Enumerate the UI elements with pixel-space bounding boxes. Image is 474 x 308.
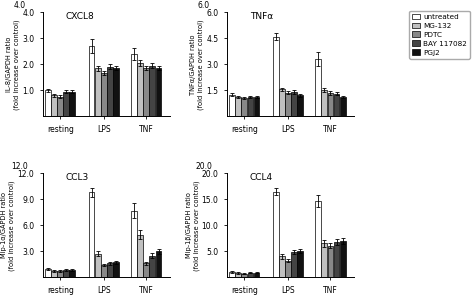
Text: TNFα: TNFα (250, 12, 273, 21)
Bar (334, 94, 339, 116)
Text: CXCL8: CXCL8 (65, 12, 94, 21)
Bar (321, 243, 327, 277)
Bar (89, 192, 94, 277)
Y-axis label: Mip-1α/GAPDH ratio
(fold increase over control): Mip-1α/GAPDH ratio (fold increase over c… (1, 180, 16, 270)
Text: CCL3: CCL3 (65, 173, 89, 182)
Text: 6.0: 6.0 (198, 1, 210, 10)
Bar (57, 97, 63, 116)
Text: CCL4: CCL4 (250, 173, 273, 182)
Bar (131, 54, 137, 116)
Bar (321, 90, 327, 116)
Bar (254, 273, 259, 277)
Bar (229, 95, 235, 116)
Bar (279, 89, 285, 116)
Bar (235, 97, 241, 116)
Y-axis label: TNFα/GAPDH ratio
(fold increase over control): TNFα/GAPDH ratio (fold increase over con… (190, 19, 204, 110)
Bar (315, 59, 321, 116)
Bar (273, 37, 279, 116)
Bar (334, 242, 339, 277)
Bar (340, 241, 346, 277)
Bar (247, 97, 254, 116)
Bar (89, 46, 94, 116)
Bar (149, 66, 155, 116)
Bar (229, 272, 235, 277)
Bar (149, 256, 155, 277)
Bar (254, 97, 259, 116)
Bar (45, 90, 51, 116)
Bar (279, 257, 285, 277)
Bar (340, 97, 346, 116)
Bar (107, 263, 113, 277)
Bar (235, 273, 241, 277)
Bar (101, 73, 107, 116)
Bar (70, 270, 75, 277)
Bar (291, 92, 297, 116)
Bar (155, 68, 162, 116)
Legend: untreated, MG-132, PDTC, BAY 117082, PGJ2: untreated, MG-132, PDTC, BAY 117082, PGJ… (409, 11, 470, 59)
Bar (143, 263, 149, 277)
Bar (45, 269, 51, 277)
Bar (137, 235, 143, 277)
Bar (315, 201, 321, 277)
Bar (113, 68, 119, 116)
Bar (143, 68, 149, 116)
Bar (297, 251, 303, 277)
Bar (137, 63, 143, 116)
Bar (64, 91, 69, 116)
Bar (291, 252, 297, 277)
Bar (328, 93, 333, 116)
Bar (241, 98, 247, 116)
Bar (285, 93, 291, 116)
Bar (107, 67, 113, 116)
Bar (247, 273, 254, 277)
Bar (113, 262, 119, 277)
Bar (155, 251, 162, 277)
Bar (101, 265, 107, 277)
Bar (57, 271, 63, 277)
Bar (95, 68, 100, 116)
Bar (131, 211, 137, 277)
Text: 20.0: 20.0 (195, 162, 212, 171)
Bar (51, 271, 57, 277)
Bar (328, 245, 333, 277)
Y-axis label: Mip-1β/GAPDH ratio
(fold increase over control): Mip-1β/GAPDH ratio (fold increase over c… (185, 180, 200, 270)
Bar (51, 95, 57, 116)
Bar (285, 261, 291, 277)
Bar (95, 254, 100, 277)
Bar (241, 274, 247, 277)
Bar (297, 95, 303, 116)
Bar (64, 270, 69, 277)
Bar (70, 91, 75, 116)
Text: 4.0: 4.0 (14, 1, 26, 10)
Text: 12.0: 12.0 (11, 162, 28, 171)
Bar (273, 192, 279, 277)
Y-axis label: IL-8/GAPDH ratio
(fold increase over control): IL-8/GAPDH ratio (fold increase over con… (6, 19, 20, 110)
